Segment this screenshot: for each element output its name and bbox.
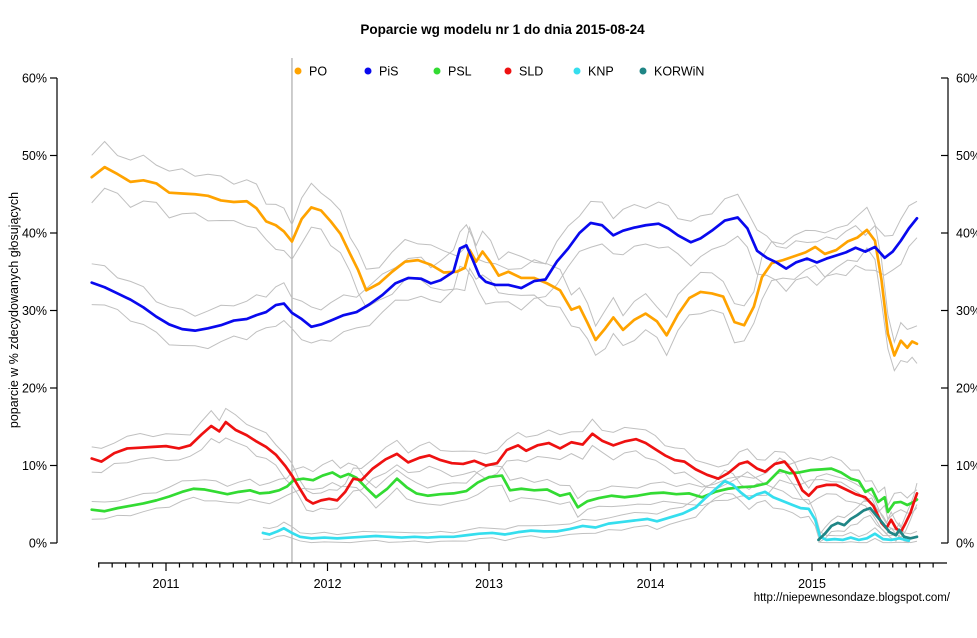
confidence-band-PO	[91, 140, 918, 344]
series-line-PiS	[90, 216, 919, 332]
x-axis-tick-label: 2014	[637, 577, 665, 591]
x-axis-tick-label: 2012	[314, 577, 342, 591]
legend-dot-PO	[294, 67, 302, 75]
legend-label-KORWiN: KORWiN	[654, 65, 704, 79]
legend-label-PO: PO	[309, 65, 327, 79]
y-axis-right-tick-label: 50%	[956, 149, 977, 163]
legend-dot-PiS	[364, 67, 372, 75]
y-axis-right-tick-label: 40%	[956, 227, 977, 241]
confidence-band-PiS	[91, 193, 918, 317]
series-line-SLD	[90, 420, 919, 534]
source-url: http://niepewnesondaze.blogspot.com/	[753, 592, 950, 604]
legend-dot-KNP	[573, 67, 581, 75]
series-line-PSL	[90, 467, 919, 514]
confidence-band-PSL	[91, 479, 918, 521]
y-axis-right-tick-label: 10%	[956, 459, 977, 473]
confidence-band-SLD	[91, 407, 918, 529]
legend-dot-SLD	[504, 67, 512, 75]
legend-dot-PSL	[433, 67, 441, 75]
series-line-PO	[90, 165, 919, 357]
x-axis-tick-label: 2011	[153, 577, 180, 591]
legend-label-PSL: PSL	[448, 65, 472, 79]
legend-label-SLD: SLD	[519, 65, 543, 79]
y-axis-left-tick-label: 30%	[22, 304, 47, 318]
y-axis-left-tick-label: 20%	[22, 382, 47, 396]
x-axis-tick-label: 2015	[798, 577, 826, 591]
y-axis-left-tick-label: 0%	[29, 537, 47, 551]
y-axis-left-tick-label: 40%	[22, 227, 47, 241]
confidence-band-KNP	[262, 492, 909, 544]
chart-title: Poparcie wg modelu nr 1 do dnia 2015-08-…	[360, 22, 645, 37]
legend-label-KNP: KNP	[588, 65, 614, 79]
y-axis-right-tick-label: 20%	[956, 382, 977, 396]
y-axis-left-tick-label: 10%	[22, 459, 47, 473]
confidence-band-SLD	[91, 437, 918, 539]
y-axis-left-tick-label: 50%	[22, 149, 47, 163]
y-axis-right-tick-label: 60%	[956, 72, 977, 86]
legend-label-PiS: PiS	[379, 65, 398, 79]
y-axis-right-tick-label: 30%	[956, 304, 977, 318]
legend-dot-KORWiN	[639, 67, 647, 75]
confidence-band-PSL	[91, 456, 918, 508]
x-axis-tick-label: 2013	[475, 577, 503, 591]
confidence-band-PiS	[91, 235, 918, 350]
confidence-band-PO	[91, 187, 918, 372]
y-axis-left-tick-label: 60%	[22, 72, 47, 86]
series-line-KORWiN	[817, 506, 919, 542]
y-axis-right-tick-label: 0%	[956, 537, 974, 551]
series-line-KNP	[261, 479, 911, 543]
confidence-band-KORWiN	[818, 514, 918, 544]
